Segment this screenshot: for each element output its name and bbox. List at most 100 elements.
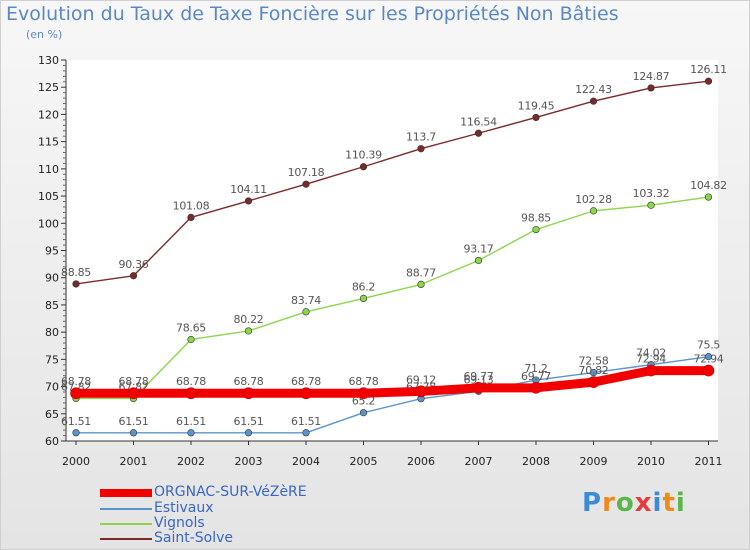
- data-label-saint-solve: 104.11: [230, 183, 267, 196]
- data-label-orgnac-sur-v-z-re: 69.77: [464, 370, 494, 383]
- data-label-estivaux: 71.2: [524, 362, 547, 375]
- y-tick-label: 65: [45, 408, 59, 421]
- y-tick-label: 80: [45, 326, 59, 339]
- data-point-saint-solve: [589, 97, 598, 105]
- data-point-saint-solve: [474, 129, 483, 137]
- y-tick-label: 60: [45, 435, 59, 448]
- data-label-saint-solve: 107.18: [288, 166, 325, 179]
- data-point-orgnac-sur-v-z-re: [185, 387, 197, 400]
- data-label-estivaux: 61.51: [291, 415, 321, 428]
- data-label-saint-solve: 124.87: [633, 70, 670, 83]
- y-tick-label: 105: [38, 190, 59, 203]
- data-point-vignols: [244, 327, 253, 335]
- data-label-orgnac-sur-v-z-re: 68.78: [119, 375, 149, 388]
- data-label-saint-solve: 126.11: [690, 63, 727, 76]
- legend-label-orgnac: ORGNAC-SUR-VéZèRE: [154, 484, 307, 500]
- data-point-vignols: [187, 335, 195, 344]
- y-tick-label: 125: [38, 81, 59, 94]
- data-label-saint-solve: 110.39: [345, 149, 382, 162]
- plot-area: [66, 60, 718, 441]
- data-point-saint-solve: [417, 145, 425, 153]
- data-point-orgnac-sur-v-z-re: [242, 387, 255, 400]
- data-label-vignols: 104.82: [690, 179, 727, 192]
- x-tick-label: 2003: [235, 455, 263, 468]
- data-label-vignols: 83.74: [291, 294, 321, 307]
- data-label-vignols: 102.28: [575, 193, 612, 206]
- legend-swatch-estivaux: [100, 508, 152, 510]
- y-tick-label: 110: [38, 163, 59, 176]
- y-tick-label: 100: [38, 217, 59, 230]
- data-point-vignols: [417, 280, 425, 289]
- data-point-estivaux: [72, 429, 80, 437]
- legend-label-saint-solve: Saint-Solve: [154, 530, 234, 546]
- data-label-vignols: 93.17: [464, 242, 494, 255]
- legend-swatch-orgnac: [100, 489, 152, 497]
- x-tick-label: 2004: [292, 455, 320, 468]
- data-point-orgnac-sur-v-z-re: [127, 387, 140, 400]
- data-point-vignols: [474, 256, 483, 265]
- data-point-orgnac-sur-v-z-re: [70, 387, 82, 400]
- data-point-vignols: [359, 294, 368, 302]
- data-label-saint-solve: 119.45: [518, 99, 555, 112]
- data-point-vignols: [704, 193, 713, 201]
- data-point-saint-solve: [359, 163, 368, 171]
- legend-label-vignols: Vignols: [154, 515, 205, 531]
- data-label-orgnac-sur-v-z-re: 69.77: [521, 370, 551, 383]
- series-line-estivaux: [75, 355, 710, 434]
- series-line-orgnac-sur-v-z-re: [71, 366, 713, 398]
- data-label-vignols: 86.2: [352, 280, 375, 293]
- data-point-orgnac-sur-v-z-re: [415, 385, 427, 398]
- data-label-vignols: 80.22: [234, 313, 264, 326]
- data-label-saint-solve: 88.85: [61, 266, 91, 279]
- data-label-orgnac-sur-v-z-re: 68.78: [349, 375, 379, 388]
- x-tick-label: 2002: [177, 455, 205, 468]
- data-point-estivaux: [129, 429, 138, 437]
- data-label-orgnac-sur-v-z-re: 68.78: [61, 375, 91, 388]
- data-label-vignols: 98.85: [521, 212, 551, 225]
- data-label-estivaux: 61.51: [119, 415, 149, 428]
- data-point-estivaux: [187, 429, 195, 437]
- data-point-vignols: [302, 308, 310, 316]
- data-label-estivaux: 74.02: [636, 347, 666, 360]
- data-label-saint-solve: 113.7: [406, 131, 436, 144]
- legend-swatch-saint-solve: [100, 538, 152, 540]
- x-tick-label: 2008: [522, 455, 550, 468]
- data-label-orgnac-sur-v-z-re: 68.78: [176, 375, 206, 388]
- data-label-estivaux: 61.51: [61, 415, 91, 428]
- data-label-vignols: 78.65: [176, 321, 206, 334]
- data-label-saint-solve: 122.43: [575, 83, 612, 96]
- data-point-estivaux: [589, 368, 598, 377]
- data-point-saint-solve: [187, 213, 195, 222]
- series-line-vignols: [75, 196, 710, 400]
- data-point-saint-solve: [302, 180, 310, 188]
- data-point-saint-solve: [532, 113, 540, 122]
- x-tick-label: 2000: [62, 455, 90, 468]
- series-line-saint-solve: [75, 80, 710, 285]
- data-point-saint-solve: [704, 77, 713, 85]
- data-label-orgnac-sur-v-z-re: 70.82: [579, 364, 609, 377]
- data-label-saint-solve: 101.08: [173, 199, 210, 212]
- y-tick-label: 75: [45, 353, 59, 366]
- data-label-estivaux: 61.51: [234, 415, 264, 428]
- data-label-orgnac-sur-v-z-re: 68.78: [291, 375, 321, 388]
- data-point-orgnac-sur-v-z-re: [357, 387, 370, 400]
- data-label-vignols: 103.32: [633, 187, 670, 200]
- data-point-vignols: [589, 207, 598, 215]
- x-tick-label: 2007: [465, 455, 493, 468]
- data-point-vignols: [647, 201, 655, 209]
- data-label-estivaux: 72.58: [579, 355, 609, 368]
- y-tick-label: 95: [45, 245, 59, 258]
- data-point-saint-solve: [244, 197, 253, 205]
- y-tick-label: 90: [45, 272, 59, 285]
- data-point-estivaux: [359, 409, 368, 417]
- y-tick-label: 120: [38, 108, 59, 121]
- x-tick-label: 2005: [350, 455, 378, 468]
- y-tick-label: 115: [38, 136, 59, 149]
- data-point-saint-solve: [647, 84, 655, 92]
- data-point-orgnac-sur-v-z-re: [702, 364, 715, 377]
- x-tick-label: 2011: [695, 455, 723, 468]
- data-point-orgnac-sur-v-z-re: [300, 387, 312, 400]
- legend-swatch-vignols: [100, 523, 152, 525]
- data-label-estivaux: 75.5: [697, 339, 721, 352]
